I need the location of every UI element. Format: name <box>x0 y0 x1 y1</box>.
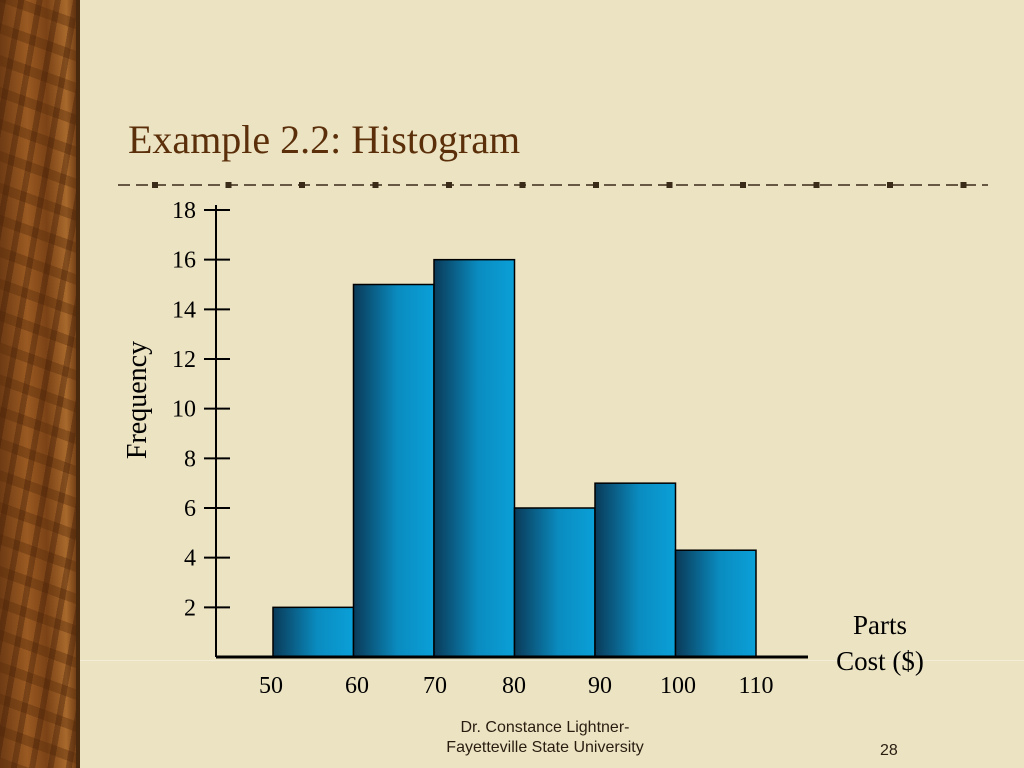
y-tick-label: 4 <box>184 546 196 572</box>
x-tick-label: 80 <box>502 673 526 699</box>
page-number: 28 <box>880 742 898 759</box>
divider-dot <box>593 182 599 188</box>
wood-border <box>0 0 78 768</box>
y-tick-label: 16 <box>172 248 196 274</box>
y-tick-label: 10 <box>172 397 196 423</box>
divider-dot <box>299 182 305 188</box>
divider-dot <box>813 182 820 188</box>
slide-title: Example 2.2: Histogram <box>128 117 521 162</box>
divider-dot <box>446 182 452 188</box>
y-tick-label: 18 <box>172 198 196 224</box>
divider-dot <box>740 182 746 188</box>
x-tick-label: 60 <box>345 673 369 699</box>
y-axis-label: Frequency <box>122 341 153 459</box>
x-tick-label: 100 <box>660 673 696 699</box>
y-tick-label: 6 <box>184 496 196 522</box>
y-tick-label: 14 <box>172 297 196 323</box>
histogram-bar-80-90 <box>513 507 596 658</box>
x-axis-label-line: Parts <box>853 610 907 640</box>
author-line-2: Fayetteville State University <box>446 739 644 756</box>
divider-dot <box>666 182 673 188</box>
author-line-1: Dr. Constance Lightner- <box>460 719 630 736</box>
footer-author: Dr. Constance Lightner- Fayetteville Sta… <box>410 718 680 758</box>
histogram-bar-70-80 <box>433 258 516 658</box>
histogram-bar-50-60 <box>272 606 355 658</box>
divider-dot <box>372 182 379 188</box>
divider-dot <box>519 182 526 188</box>
histogram-bar-100-110 <box>674 549 757 658</box>
x-tick-label: 110 <box>738 673 773 699</box>
wood-border-edge <box>76 0 80 768</box>
divider-dot <box>887 182 893 188</box>
title-divider <box>118 182 988 188</box>
y-tick-label: 12 <box>172 347 196 373</box>
x-tick-label: 50 <box>259 673 283 699</box>
divider-dot <box>225 182 232 188</box>
histogram-bar-60-70 <box>352 283 435 658</box>
x-tick-label: 70 <box>423 673 447 699</box>
divider-dot <box>152 182 158 188</box>
y-tick-label: 2 <box>184 595 196 621</box>
background-rule <box>80 660 1024 661</box>
x-tick-label: 90 <box>588 673 612 699</box>
histogram-bar-90-100 <box>594 482 677 658</box>
x-axis-label-line: Cost ($) <box>836 646 924 676</box>
y-tick-label: 8 <box>184 446 196 472</box>
divider-dot <box>960 182 967 188</box>
